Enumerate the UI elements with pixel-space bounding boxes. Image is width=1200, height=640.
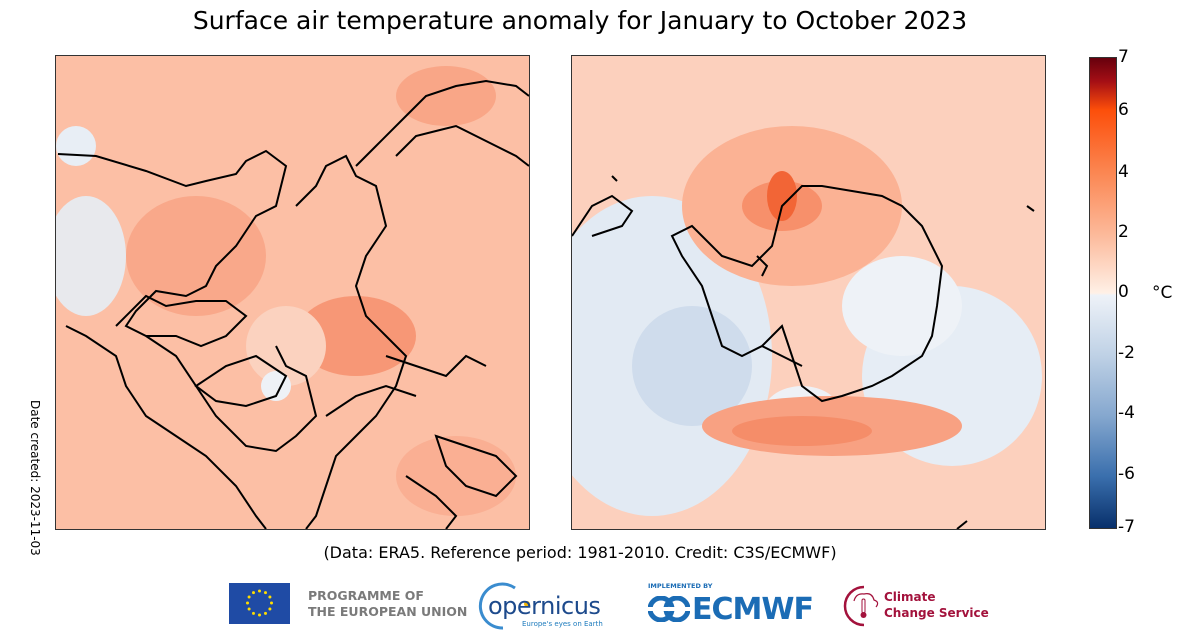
- colorbar-tick: 2: [1118, 222, 1129, 242]
- copernicus-arc-icon: [475, 582, 535, 636]
- colorbar-tick: -7: [1118, 517, 1135, 537]
- colorbar-unit: °C: [1152, 283, 1173, 303]
- climate-change-service-icon: [840, 583, 882, 633]
- date-created: Date created: 2023-11-03: [28, 400, 42, 556]
- ccs-line-1: Climate: [884, 590, 936, 604]
- figure-title: Surface air temperature anomaly for Janu…: [192, 6, 968, 35]
- copernicus-logo-text: opernicus: [488, 592, 601, 620]
- colorbar-tick: -6: [1118, 464, 1135, 484]
- colorbar-tick: 7: [1118, 47, 1129, 67]
- copernicus-tagline: Europe's eyes on Earth: [522, 620, 603, 628]
- logo-strip: PROGRAMME OF THE EUROPEAN UNION opernicu…: [0, 580, 1200, 640]
- ecmwf-logo-text: ECMWF: [692, 592, 814, 627]
- eu-programme-text: PROGRAMME OF THE EUROPEAN UNION: [308, 588, 467, 620]
- antarctic-map: [571, 55, 1046, 530]
- data-credit: (Data: ERA5. Reference period: 1981-2010…: [323, 543, 837, 562]
- climate-change-service-text: Climate Change Service: [884, 589, 989, 621]
- colorbar-tick: 0: [1118, 282, 1129, 302]
- colorbar-tick: -2: [1118, 343, 1135, 363]
- eu-flag-logo: [229, 583, 290, 624]
- colorbar-tick: 6: [1118, 100, 1129, 120]
- arctic-map: [55, 55, 530, 530]
- implemented-by-text: IMPLEMENTED BY: [648, 582, 713, 590]
- colorbar: [1089, 57, 1117, 529]
- eu-line-1: PROGRAMME OF: [308, 588, 424, 603]
- ecmwf-symbol-icon: [647, 595, 691, 626]
- colorbar-tick: -4: [1118, 403, 1135, 423]
- eu-line-2: THE EUROPEAN UNION: [308, 604, 468, 619]
- colorbar-tick: 4: [1118, 162, 1129, 182]
- ccs-line-2: Change Service: [884, 606, 989, 620]
